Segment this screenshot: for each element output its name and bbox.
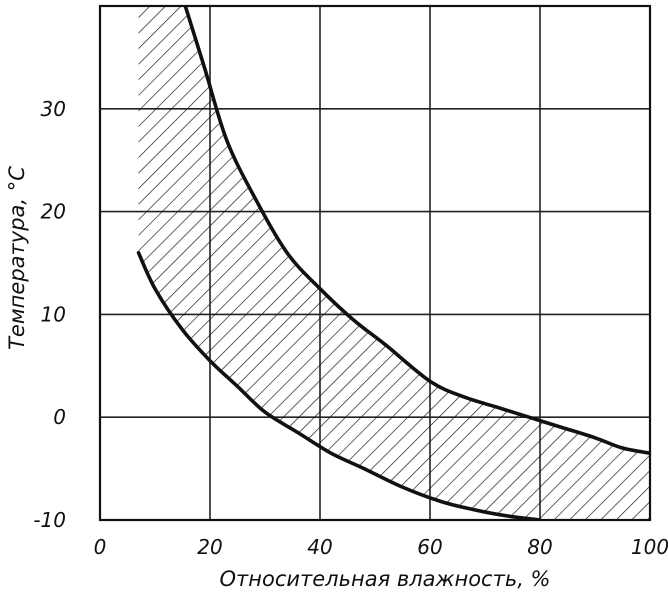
- y-axis-label: Температура, °С: [5, 166, 29, 350]
- x-tick-label: 20: [197, 535, 222, 559]
- x-tick-label: 0: [94, 535, 107, 559]
- x-tick-label: 40: [307, 535, 332, 559]
- y-tick-labels: -10 0 10 20 30: [33, 97, 66, 532]
- x-tick-labels: 0 20 40 60 80 100: [94, 535, 668, 559]
- x-tick-label: 100: [631, 535, 668, 559]
- plot-frame: [98, 4, 652, 522]
- boundary-curves: [136, 6, 650, 520]
- upper-boundary-curve: [183, 6, 650, 455]
- hatched-region: [138, 6, 650, 520]
- x-tick-label: 60: [417, 535, 442, 559]
- x-tick-label: 80: [527, 535, 552, 559]
- y-tick-label: -10: [33, 508, 66, 532]
- y-tick-label: 0: [53, 405, 66, 429]
- x-axis-label: Относительная влажность, %: [219, 567, 550, 591]
- y-tick-label: 10: [41, 302, 66, 326]
- plot-frame-layer: [98, 4, 652, 522]
- y-tick-label: 30: [41, 97, 66, 121]
- y-tick-label: 20: [41, 200, 66, 224]
- lower-boundary-curve: [136, 250, 542, 520]
- hatched-region-layer: [138, 6, 650, 520]
